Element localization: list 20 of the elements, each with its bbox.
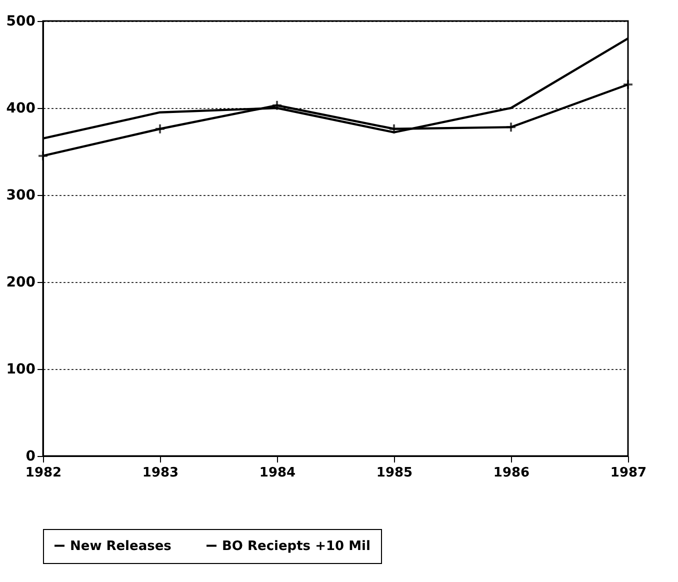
y-tick-label: 100 <box>6 362 36 378</box>
point <box>622 79 634 90</box>
point <box>38 150 48 162</box>
y-tick-label: 300 <box>6 188 36 204</box>
y-tick-label: 500 <box>6 14 36 30</box>
y-tick-label: 200 <box>6 274 36 290</box>
point <box>506 122 516 133</box>
point <box>272 100 282 111</box>
x-tick-label: 1982 <box>25 466 62 480</box>
x-tick-label: 1987 <box>610 466 647 480</box>
x-tick-label: 1984 <box>259 466 296 480</box>
y-tick-label: 400 <box>6 100 36 116</box>
legend-label: New Releases <box>70 538 172 554</box>
x-tick-label: 1986 <box>493 466 530 480</box>
point <box>388 123 400 134</box>
x-tick-label: 1983 <box>142 466 179 480</box>
y-tick-label: 0 <box>26 448 36 464</box>
x-tick-label: 1985 <box>376 466 413 480</box>
legend-label: BO Reciepts +10 Mil <box>222 538 370 554</box>
point <box>154 123 166 134</box>
